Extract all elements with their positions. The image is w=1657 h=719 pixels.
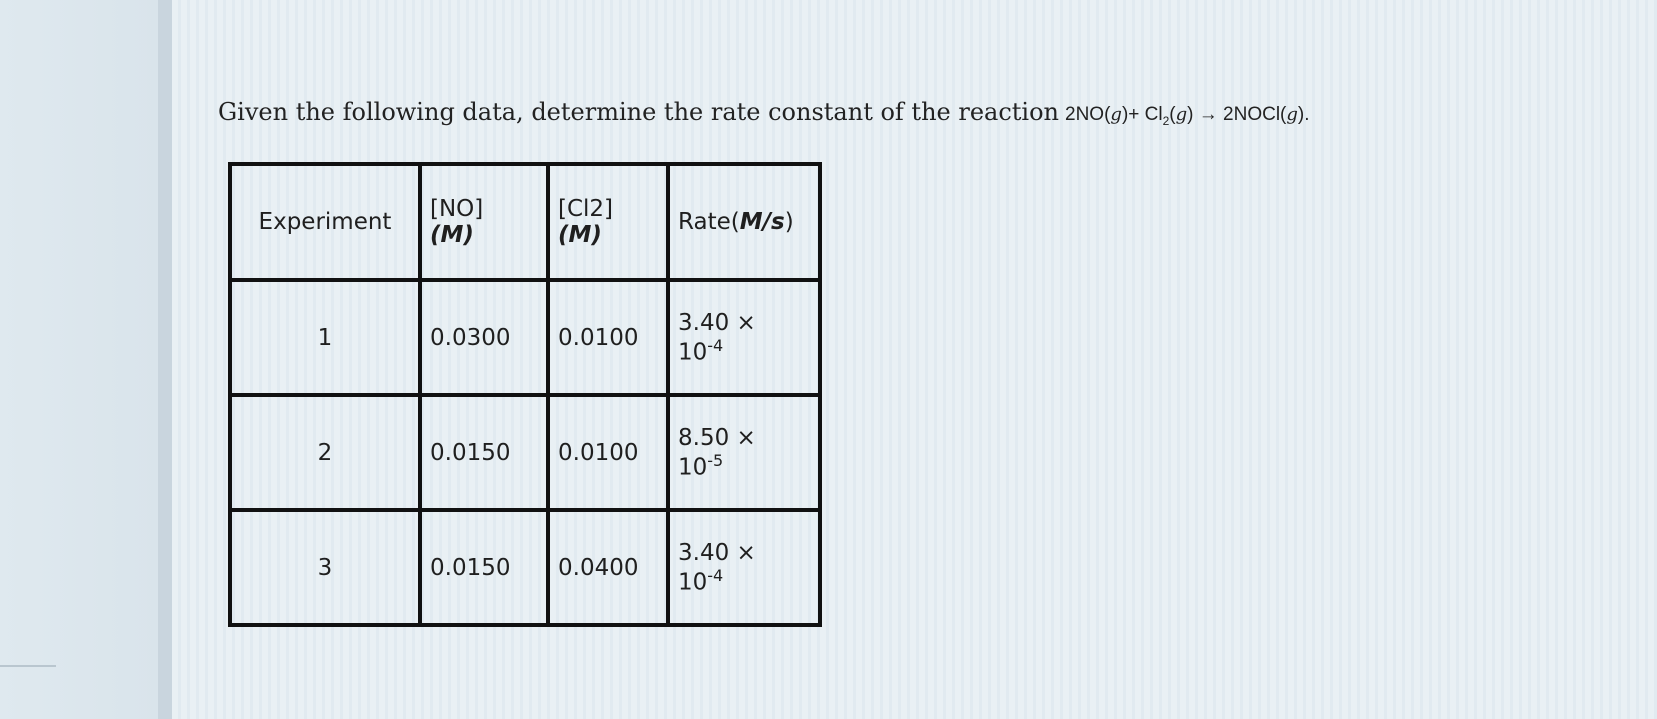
cell-rate: 8.50 × 10-5 (666, 393, 822, 512)
rate-power: 10-4 (678, 336, 810, 366)
header-no-unit: (M) (430, 222, 538, 248)
cell-experiment: 2 (228, 393, 422, 512)
cell-no: 0.0150 (418, 508, 550, 627)
cell-experiment: 1 (228, 278, 422, 397)
formula-state: g (1175, 104, 1188, 125)
left-panel (0, 0, 159, 719)
rate-mantissa: 3.40 × (678, 539, 756, 566)
rate-base: 10 (678, 454, 708, 481)
formula-part: ( (1169, 104, 1176, 125)
formula-part: 2NO( (1065, 104, 1111, 125)
header-cl2-unit: (M) (558, 222, 658, 248)
cell-no: 0.0300 (418, 278, 550, 397)
rate-exponent: -4 (707, 565, 724, 585)
header-no-label: [NO] (430, 196, 484, 222)
cell-cl2: 0.0100 (546, 393, 670, 512)
cell-rate: 3.40 × 10-4 (666, 278, 822, 397)
rate-power: 10-4 (678, 566, 810, 596)
header-cl2-label: [Cl2] (558, 196, 614, 222)
table-row: 2 0.0150 0.0100 8.50 × 10-5 (228, 393, 822, 512)
scroll-strip (158, 0, 172, 719)
header-experiment: Experiment (228, 162, 422, 282)
formula-part: ) → 2NOCl( (1187, 104, 1287, 125)
rate-exponent: -5 (707, 450, 724, 470)
cell-cl2: 0.0100 (546, 278, 670, 397)
table-row: 3 0.0150 0.0400 3.40 × 10-4 (228, 508, 822, 627)
header-cl2-concentration: [Cl2] (M) (546, 162, 670, 282)
question-prompt: Given the following data, determine the … (218, 98, 1060, 126)
formula-state: g (1110, 104, 1122, 125)
table-header-row: Experiment [NO] (M) [Cl2] (M) Rate(M/s) (228, 162, 822, 282)
cell-cl2: 0.0400 (546, 508, 670, 627)
formula-state: g (1286, 104, 1298, 125)
rate-base: 10 (678, 339, 708, 366)
formula-part: )+ Cl (1121, 104, 1163, 125)
rate-label: Rate( (678, 209, 740, 235)
formula-part: ). (1297, 104, 1310, 125)
formula-subscript: 2 (1162, 113, 1170, 128)
rate-exponent: -4 (707, 335, 724, 355)
reaction-formula: 2NO(g)+ Cl2(g) → 2NOCl(g). (1065, 104, 1310, 128)
unit-text: (M) (558, 222, 602, 248)
cell-experiment: 3 (228, 508, 422, 627)
rate-unit: M/s (739, 209, 785, 235)
rate-mantissa: 3.40 × (678, 309, 756, 336)
rate-power: 10-5 (678, 451, 810, 481)
header-rate: Rate(M/s) (666, 162, 822, 282)
rate-mantissa: 8.50 × (678, 424, 756, 451)
rate-data-table: Experiment [NO] (M) [Cl2] (M) Rate(M/s) … (228, 162, 822, 627)
rate-label-end: ) (784, 209, 794, 235)
header-no-concentration: [NO] (M) (418, 162, 550, 282)
question-text: Given the following data, determine the … (218, 98, 1310, 128)
table-row: 1 0.0300 0.0100 3.40 × 10-4 (228, 278, 822, 397)
left-divider (0, 665, 56, 667)
cell-no: 0.0150 (418, 393, 550, 512)
cell-rate: 3.40 × 10-4 (666, 508, 822, 627)
unit-text: (M) (430, 222, 474, 248)
rate-base: 10 (678, 569, 708, 596)
